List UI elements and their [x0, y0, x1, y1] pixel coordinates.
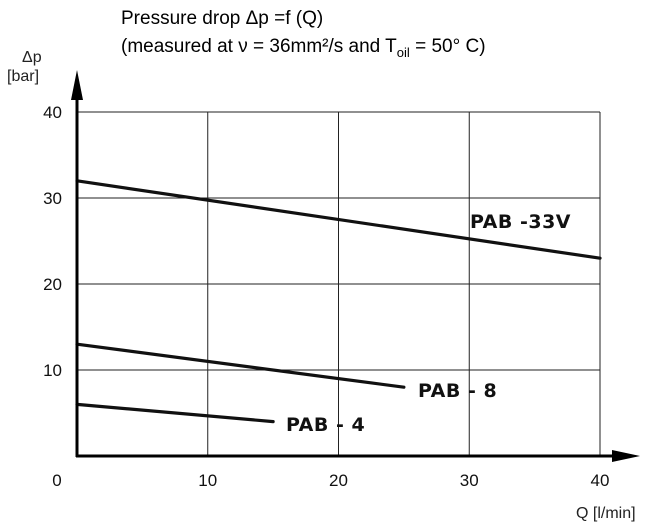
- x-tick-label-40: 40: [591, 471, 610, 490]
- series-line-2: [75, 402, 275, 424]
- series-label-2: PAB - 4: [286, 414, 365, 436]
- x-axis-label: Q [l/min]: [576, 505, 636, 522]
- y-axis-label: Δp: [22, 49, 42, 66]
- tick-labels: 0 10 20 30 40 10 20 30 40: [43, 103, 609, 490]
- title-line2-prefix: (measured at ν = 36mm²/s and T: [121, 36, 397, 57]
- x-tick-label-0: 0: [52, 471, 61, 490]
- y-tick-label-30: 30: [43, 189, 62, 208]
- chart-title-line1: Pressure drop Δp =f (Q): [121, 8, 323, 29]
- y-tick-label-20: 20: [43, 275, 62, 294]
- y-tick-label-10: 10: [43, 361, 62, 380]
- y-axis-arrow: [71, 70, 83, 100]
- series-line-1: [75, 342, 406, 389]
- y-axis-unit: [bar]: [7, 68, 39, 85]
- title-line2-subscript: oil: [397, 45, 410, 60]
- series-label-1: PAB - 8: [418, 380, 497, 402]
- x-tick-label-10: 10: [198, 471, 217, 490]
- series-line-0: [75, 179, 602, 260]
- y-tick-label-40: 40: [43, 103, 62, 122]
- x-axis-arrow: [612, 450, 640, 462]
- title-line2-suffix: = 50° C): [410, 36, 486, 57]
- series-label-0: PAB -33V: [470, 211, 571, 233]
- series-labels: PAB -33V PAB - 8 PAB - 4: [286, 211, 571, 436]
- grid-lines: [77, 111, 601, 456]
- chart-title-line2: (measured at ν = 36mm²/s and Toil = 50° …: [121, 36, 486, 60]
- x-tick-label-20: 20: [329, 471, 348, 490]
- x-tick-label-30: 30: [460, 471, 479, 490]
- series-lines: [75, 179, 602, 424]
- axes: [71, 70, 640, 462]
